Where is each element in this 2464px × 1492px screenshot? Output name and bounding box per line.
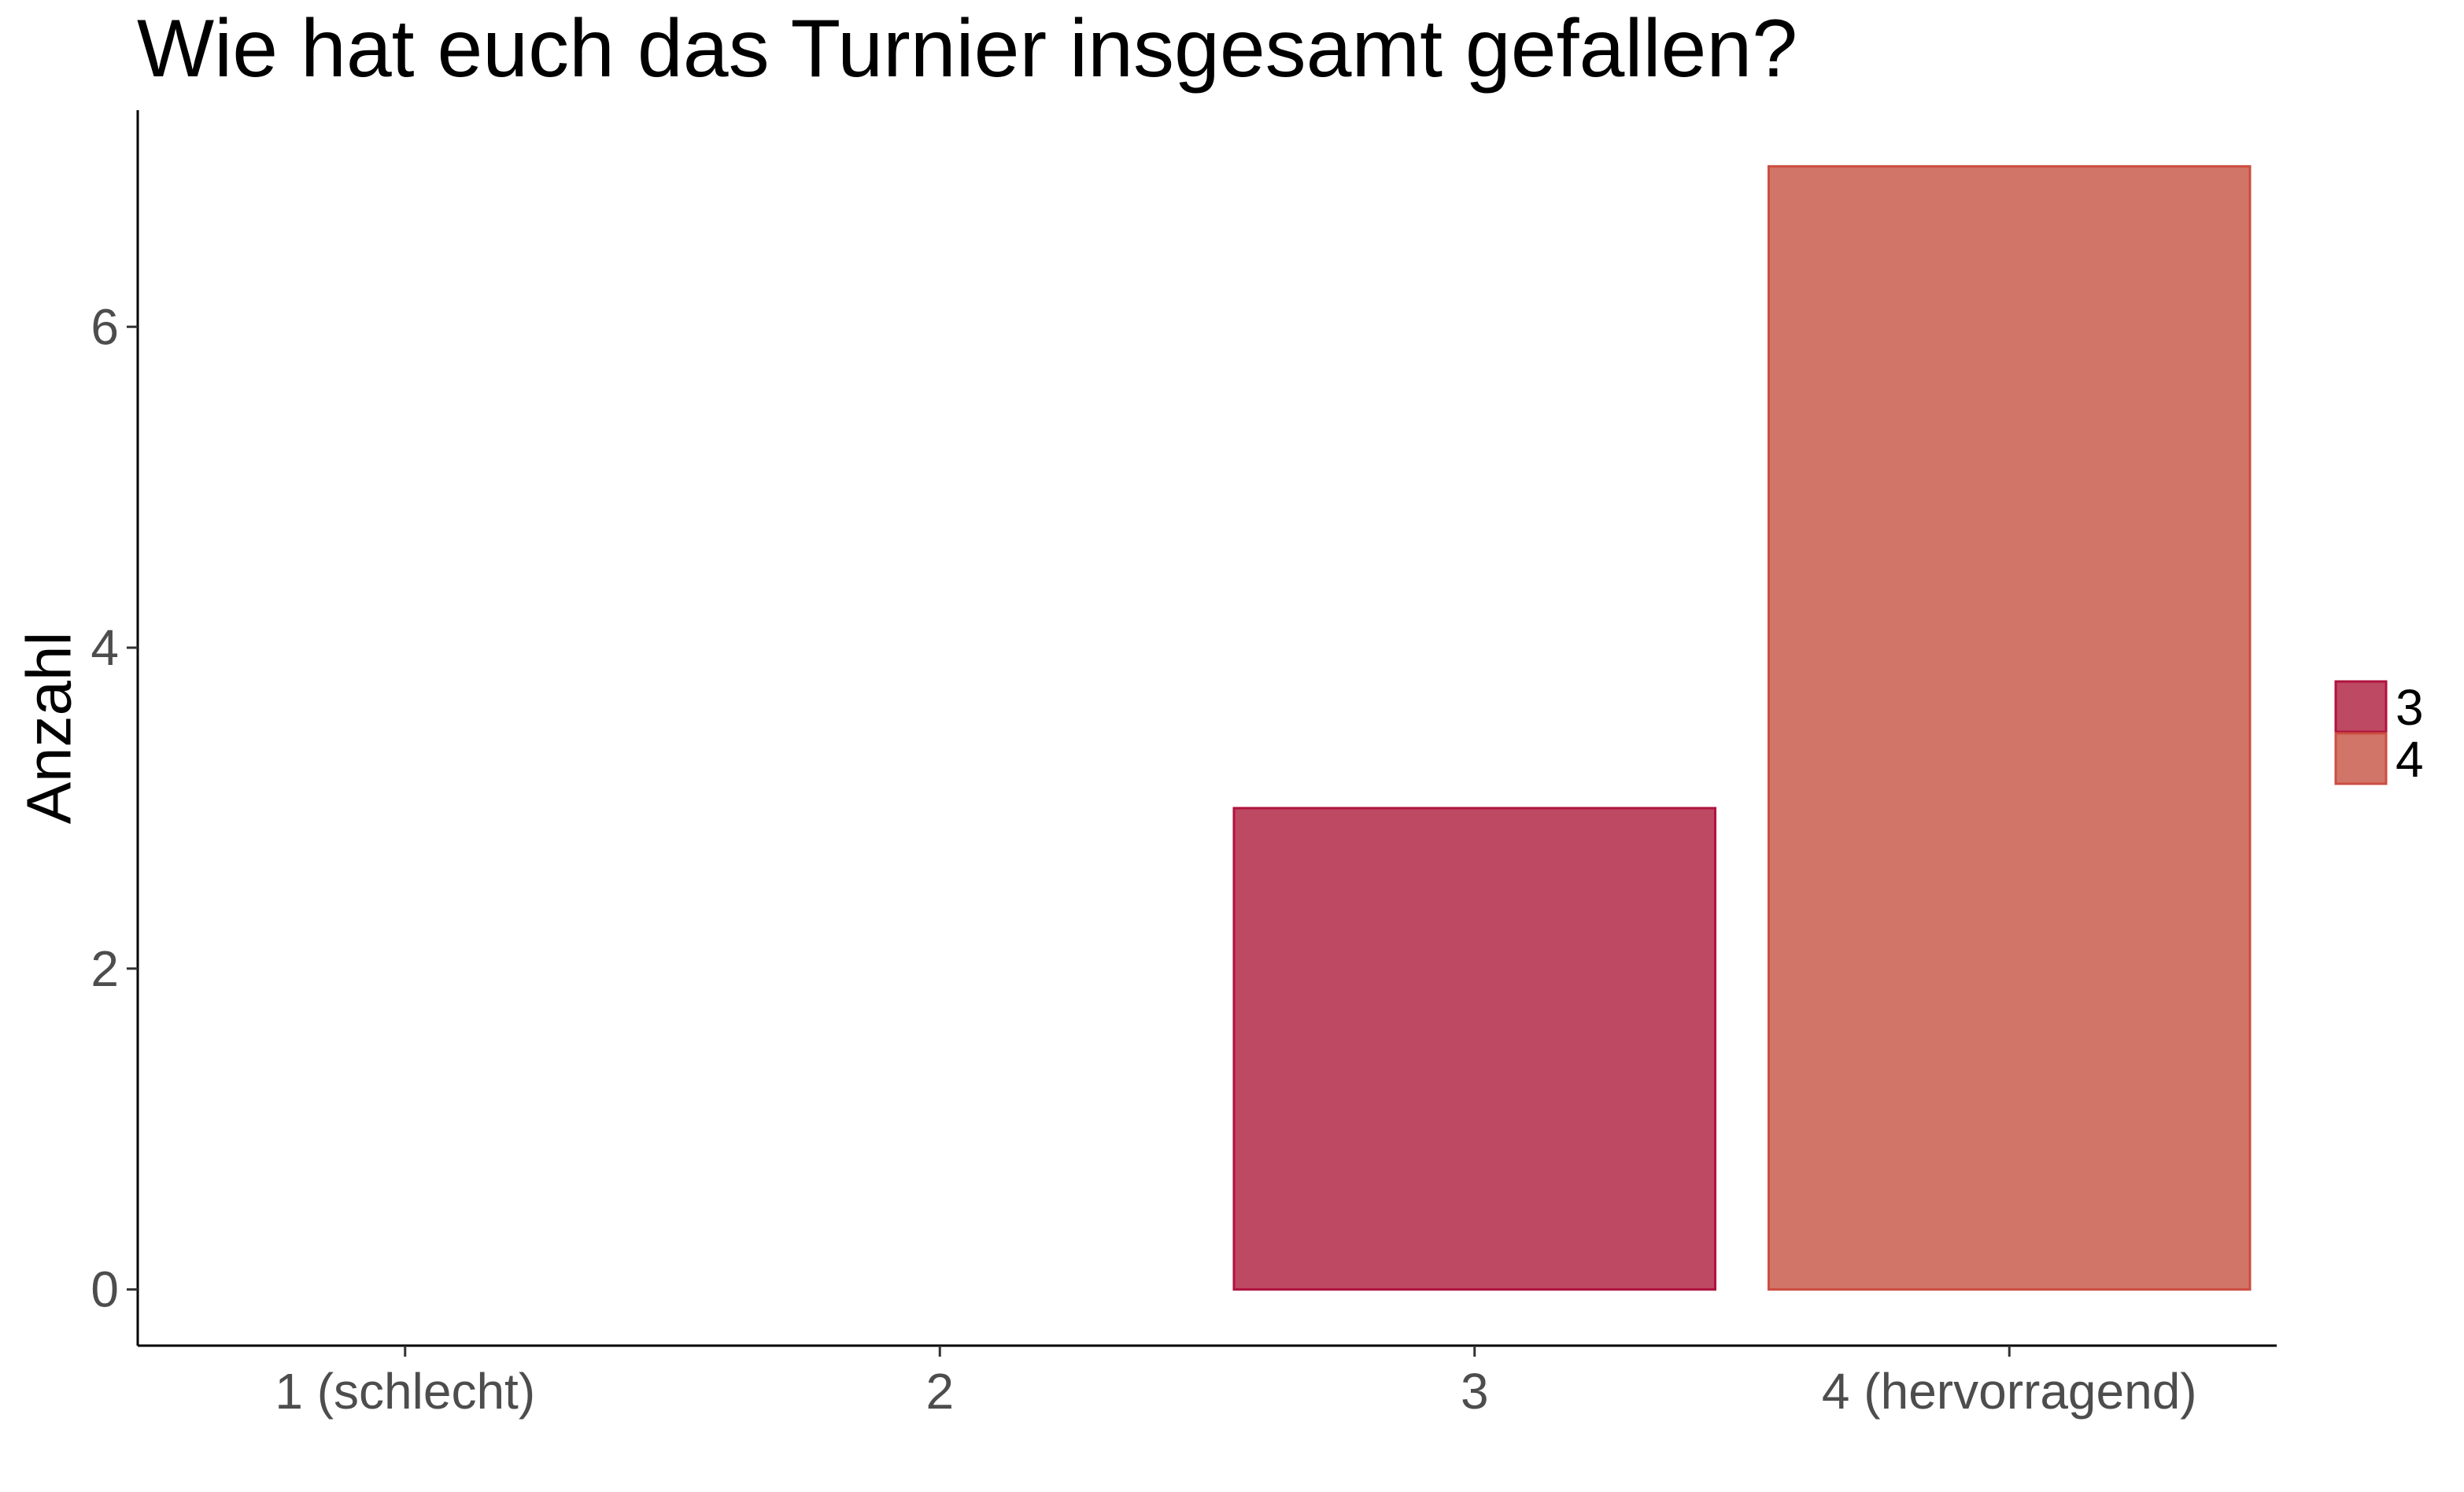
bar-3 — [1232, 807, 1717, 1291]
y-tick-label-0: 0 — [91, 1261, 119, 1318]
y-tick-label-4: 4 — [91, 619, 119, 676]
x-tick-label-4: 4 (hervorragend) — [1822, 1363, 2197, 1420]
y-tick-label-6: 6 — [91, 298, 119, 355]
legend-key-4 — [2334, 732, 2388, 785]
bar-4 — [1767, 164, 2252, 1291]
x-tick-label-2: 2 — [925, 1363, 954, 1420]
x-tick-label-3: 3 — [1461, 1363, 1489, 1420]
legend: 34 — [2334, 679, 2424, 788]
y-axis-title: Anzahl — [14, 632, 84, 825]
x-tick-label-1: 1 (schlecht) — [275, 1363, 535, 1420]
legend-label-3: 3 — [2396, 679, 2424, 736]
chart-title: Wie hat euch das Turnier insgesamt gefal… — [137, 3, 1798, 94]
y-tick-label-2: 2 — [91, 940, 119, 997]
bars-layer — [1232, 164, 2252, 1291]
axes-layer: 0 2 4 6 1 (schlecht) 2 3 4 (hervorragend) Anzahl — [14, 110, 2277, 1420]
legend-label-4: 4 — [2396, 731, 2424, 788]
legend-key-3 — [2334, 680, 2388, 733]
